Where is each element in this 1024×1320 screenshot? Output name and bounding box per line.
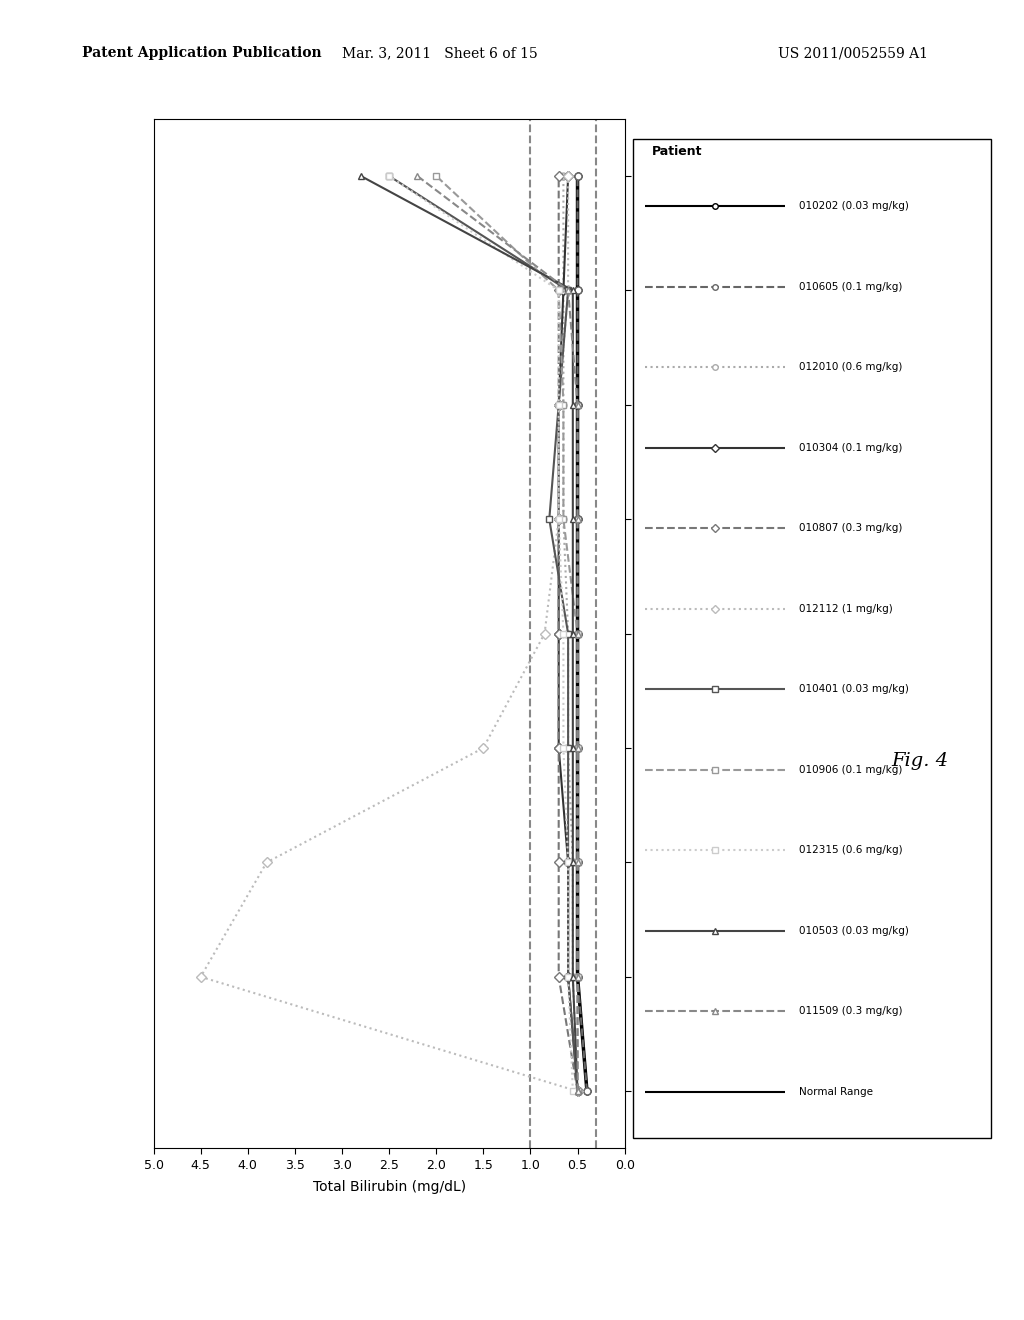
Text: 010605 (0.1 mg/kg): 010605 (0.1 mg/kg) bbox=[800, 281, 903, 292]
Text: Normal Range: Normal Range bbox=[800, 1086, 873, 1097]
Text: 010503 (0.03 mg/kg): 010503 (0.03 mg/kg) bbox=[800, 925, 909, 936]
Text: US 2011/0052559 A1: US 2011/0052559 A1 bbox=[778, 46, 928, 61]
Text: 010906 (0.1 mg/kg): 010906 (0.1 mg/kg) bbox=[800, 764, 903, 775]
Text: 012315 (0.6 mg/kg): 012315 (0.6 mg/kg) bbox=[800, 845, 903, 855]
Text: Mar. 3, 2011   Sheet 6 of 15: Mar. 3, 2011 Sheet 6 of 15 bbox=[342, 46, 539, 61]
Text: 010401 (0.03 mg/kg): 010401 (0.03 mg/kg) bbox=[800, 684, 909, 694]
Y-axis label: Timepoint: Timepoint bbox=[672, 599, 686, 668]
Text: Patent Application Publication: Patent Application Publication bbox=[82, 46, 322, 61]
Text: 012112 (1 mg/kg): 012112 (1 mg/kg) bbox=[800, 603, 893, 614]
Text: Fig. 4: Fig. 4 bbox=[891, 751, 948, 770]
Text: 010202 (0.03 mg/kg): 010202 (0.03 mg/kg) bbox=[800, 202, 909, 211]
Text: 012010 (0.6 mg/kg): 012010 (0.6 mg/kg) bbox=[800, 362, 903, 372]
Text: 011509 (0.3 mg/kg): 011509 (0.3 mg/kg) bbox=[800, 1006, 903, 1016]
Text: 010807 (0.3 mg/kg): 010807 (0.3 mg/kg) bbox=[800, 523, 903, 533]
X-axis label: Total Bilirubin (mg/dL): Total Bilirubin (mg/dL) bbox=[312, 1180, 466, 1195]
Text: 010304 (0.1 mg/kg): 010304 (0.1 mg/kg) bbox=[800, 442, 903, 453]
FancyBboxPatch shape bbox=[634, 140, 991, 1138]
Text: Patient: Patient bbox=[652, 144, 702, 157]
